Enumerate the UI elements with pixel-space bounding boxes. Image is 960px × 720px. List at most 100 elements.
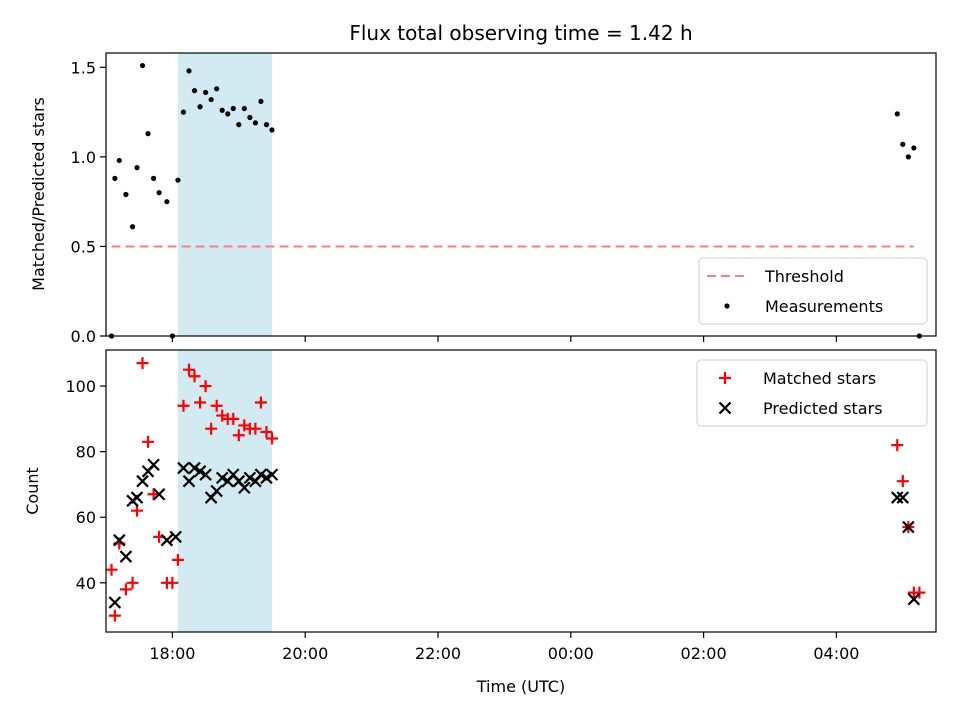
bottom-predicted-point — [265, 468, 279, 481]
bottom-x-tick-label: 18:00 — [149, 644, 195, 663]
top-measurement-point — [134, 165, 140, 171]
top-measurement-point — [180, 109, 187, 115]
bottom-matched-point — [177, 399, 190, 412]
top-y-tick-label: 0.5 — [71, 237, 96, 256]
bottom-predicted-point — [169, 530, 182, 544]
bottom-predicted-point — [108, 596, 122, 609]
bottom-matched-point — [188, 370, 201, 383]
bottom-predicted-point — [160, 533, 174, 547]
top-measurement-point — [214, 86, 220, 92]
bottom-predicted-point — [238, 481, 251, 494]
top-measurement-point — [116, 157, 122, 164]
bottom-legend-predicted-swatch — [718, 401, 732, 415]
bottom-matched-point — [166, 576, 179, 589]
bottom-y-tick-label: 60 — [76, 508, 96, 527]
bottom-x-tick-label: 22:00 — [415, 644, 461, 663]
top-measurement-point — [123, 191, 129, 198]
bottom-matched-point — [249, 422, 262, 435]
bottom-predicted-point — [902, 520, 915, 534]
top-measurement-point — [145, 131, 151, 137]
bottom-matched-point — [108, 609, 121, 622]
bottom-matched-point — [142, 435, 155, 448]
bottom-matched-point — [136, 357, 149, 370]
top-measurement-point — [150, 175, 157, 181]
top-measurement-point — [164, 199, 170, 205]
bottom-matched-point — [232, 429, 245, 442]
top-panel: 0.0 0.5 1.0 1.5 Threshold Measurements — [71, 52, 937, 346]
top-measurement-point — [905, 154, 911, 160]
bottom-x-tick-label: 20:00 — [282, 644, 328, 663]
bottom-predicted-point — [907, 592, 921, 606]
bottom-y-tick-label: 80 — [76, 443, 96, 462]
top-measurement-point — [191, 88, 198, 94]
bottom-legend-matched-swatch — [719, 372, 731, 384]
bottom-matched-point — [194, 396, 207, 409]
top-measurement-point — [186, 68, 192, 74]
bottom-matched-point — [119, 583, 132, 596]
top-measurement-point — [236, 122, 242, 128]
bottom-matched-point — [171, 553, 184, 566]
bottom-matched-point — [199, 380, 212, 393]
bottom-predicted-point — [182, 474, 196, 488]
bottom-predicted-point — [130, 491, 144, 504]
bottom-y-tick-label: 100 — [65, 377, 96, 396]
top-measurement-point — [894, 111, 900, 117]
bottom-legend-label: Matched stars — [763, 369, 876, 388]
top-shaded-span — [177, 53, 272, 336]
bottom-predicted-point — [210, 484, 223, 498]
top-measurement-point — [258, 98, 264, 104]
top-measurement-point — [208, 96, 214, 103]
top-measurement-point — [900, 141, 906, 147]
bottom-x-tick-label: 02:00 — [681, 644, 727, 663]
top-y-tick-label: 1.0 — [71, 148, 96, 167]
bottom-predicted-point — [177, 461, 190, 475]
top-legend-label: Measurements — [765, 297, 883, 316]
x-axis-label: Time (UTC) — [476, 677, 565, 696]
bottom-predicted-point — [890, 491, 904, 504]
bottom-matched-point — [913, 586, 926, 599]
bottom-matched-point — [227, 412, 240, 425]
bottom-x-tick-label: 04:00 — [813, 644, 859, 663]
bottom-panel: 40 60 80 100 18:00 20:00 22:00 00:00 02:00 04:00 M… — [65, 349, 937, 663]
top-measurement-point — [203, 89, 209, 96]
bottom-matched-point — [266, 432, 278, 445]
top-measurement-point — [156, 190, 162, 196]
bottom-matched-point — [105, 563, 118, 576]
top-measurement-point — [175, 177, 181, 183]
bottom-y-axis-label: Count — [23, 467, 42, 515]
top-y-axis-label: Matched/Predicted stars — [29, 97, 48, 291]
top-legend — [698, 257, 928, 325]
bottom-predicted-point — [199, 468, 212, 481]
bottom-matched-point — [896, 475, 909, 488]
bottom-y-tick-label: 40 — [76, 574, 96, 593]
top-measurement-point — [263, 122, 270, 128]
top-measurement-point — [112, 175, 118, 181]
top-axes-frame — [105, 52, 937, 337]
top-y-tick-label: 0.0 — [71, 327, 96, 346]
bottom-legend-label: Predicted stars — [763, 399, 883, 418]
bottom-predicted-point — [136, 474, 149, 488]
bottom-matched-point — [205, 422, 218, 435]
bottom-axes-frame — [105, 349, 937, 633]
bottom-matched-point — [126, 576, 139, 589]
bottom-predicted-point — [152, 488, 166, 501]
top-legend-label: Threshold — [764, 267, 844, 286]
top-y-tick-label: 1.5 — [71, 58, 96, 77]
bottom-predicted-point — [119, 550, 133, 563]
top-measurement-point — [230, 105, 236, 112]
top-measurement-point — [911, 145, 917, 151]
top-measurement-point — [219, 107, 225, 113]
top-measurement-point — [129, 224, 136, 230]
bottom-legend — [696, 359, 928, 427]
chart-title: Flux total observing time = 1.42 h — [349, 21, 692, 45]
bottom-matched-point — [183, 363, 195, 376]
bottom-matched-point — [891, 439, 904, 452]
bottom-shaded-span — [177, 350, 272, 632]
top-measurement-point — [247, 114, 253, 121]
top-measurement-point — [252, 120, 258, 126]
bottom-predicted-point — [113, 533, 126, 547]
top-measurement-point — [225, 111, 231, 117]
top-measurement-point — [269, 127, 275, 133]
bottom-matched-point — [254, 396, 267, 409]
